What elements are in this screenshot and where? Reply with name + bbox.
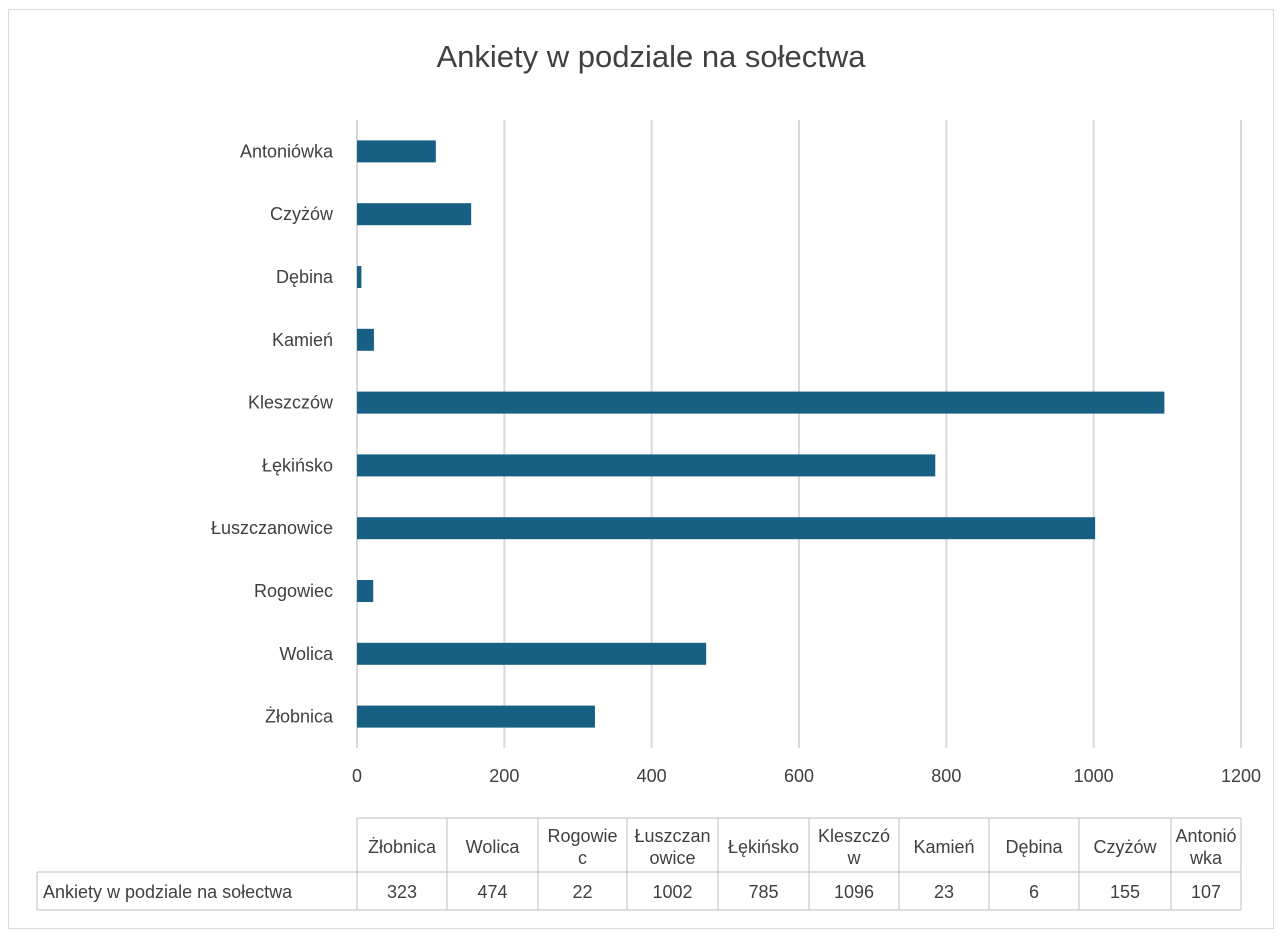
table-value-cell: 22 — [572, 882, 592, 902]
bar — [357, 203, 472, 226]
bar — [357, 580, 374, 602]
bars — [357, 140, 1165, 728]
table-header-cell: Żłobnica — [368, 837, 437, 857]
table-row-label: Ankiety w podziale na sołectwa — [43, 882, 293, 902]
table-header-cell: Rogowie c — [547, 826, 617, 868]
bar — [357, 391, 1165, 414]
category-label: Rogowiec — [254, 581, 333, 601]
category-label: Łuszczanowice — [211, 518, 333, 538]
table-value-cell: 323 — [387, 882, 417, 902]
x-tick-label: 800 — [931, 766, 961, 786]
x-tick-label: 200 — [489, 766, 519, 786]
category-label: Żłobnica — [265, 707, 334, 727]
x-tick-label: 1200 — [1221, 766, 1261, 786]
bar — [357, 328, 374, 351]
table-header-cell: Wolica — [466, 837, 521, 857]
category-label: Kamień — [272, 330, 333, 350]
data-table: Żłobnica Wolica Rogowie c Łuszczan owice Łękiń… — [36, 817, 1242, 911]
category-label: Kleszczów — [248, 393, 334, 413]
bar — [357, 140, 436, 163]
table-header-cell: Czyżów — [1093, 837, 1157, 857]
bar — [357, 642, 707, 665]
table-header-cell: Kamień — [913, 837, 974, 857]
table-value-cell: 1096 — [834, 882, 874, 902]
x-tick-label: 1000 — [1074, 766, 1114, 786]
chart-svg: Ankiety w podziale na sołectwa Żłobnica W… — [36, 39, 1261, 911]
category-label: Czyżów — [270, 204, 334, 224]
table-value-cell: 6 — [1029, 882, 1039, 902]
table-value-cell: 785 — [748, 882, 778, 902]
table-header-cell: Łuszczan owice — [634, 826, 710, 868]
table-value-cell: 155 — [1110, 882, 1140, 902]
table-header-cell: Kleszczó w — [818, 826, 890, 868]
table-header-cell: Łękińsko — [728, 837, 799, 857]
bar — [357, 705, 595, 728]
bar — [357, 517, 1096, 540]
category-label: Antoniówka — [240, 141, 334, 161]
x-tick-label: 400 — [637, 766, 667, 786]
category-label: Dębina — [276, 267, 334, 287]
table-value-cell: 23 — [934, 882, 954, 902]
chart-frame: Ankiety w podziale na sołectwa Żłobnica W… — [8, 9, 1274, 929]
table-value-cell: 107 — [1191, 882, 1221, 902]
category-label: Wolica — [279, 644, 334, 664]
table-value-cell: 1002 — [652, 882, 692, 902]
x-tick-label: 0 — [352, 766, 362, 786]
category-labels: Żłobnica Wolica Rogowiec Łuszczanowice Łękiń… — [211, 141, 334, 726]
x-tick-label: 600 — [784, 766, 814, 786]
table-value-cell: 474 — [477, 882, 507, 902]
bar — [357, 266, 362, 288]
table-header-cell: Antonió wka — [1175, 826, 1236, 868]
table-header-cell: Dębina — [1005, 837, 1063, 857]
x-axis-ticks: 0 200 400 600 800 1000 1200 — [352, 766, 1261, 786]
chart-title: Ankiety w podziale na sołectwa — [436, 39, 866, 74]
category-label: Łękińsko — [262, 455, 333, 475]
gridlines — [356, 120, 1242, 748]
bar — [357, 454, 936, 477]
